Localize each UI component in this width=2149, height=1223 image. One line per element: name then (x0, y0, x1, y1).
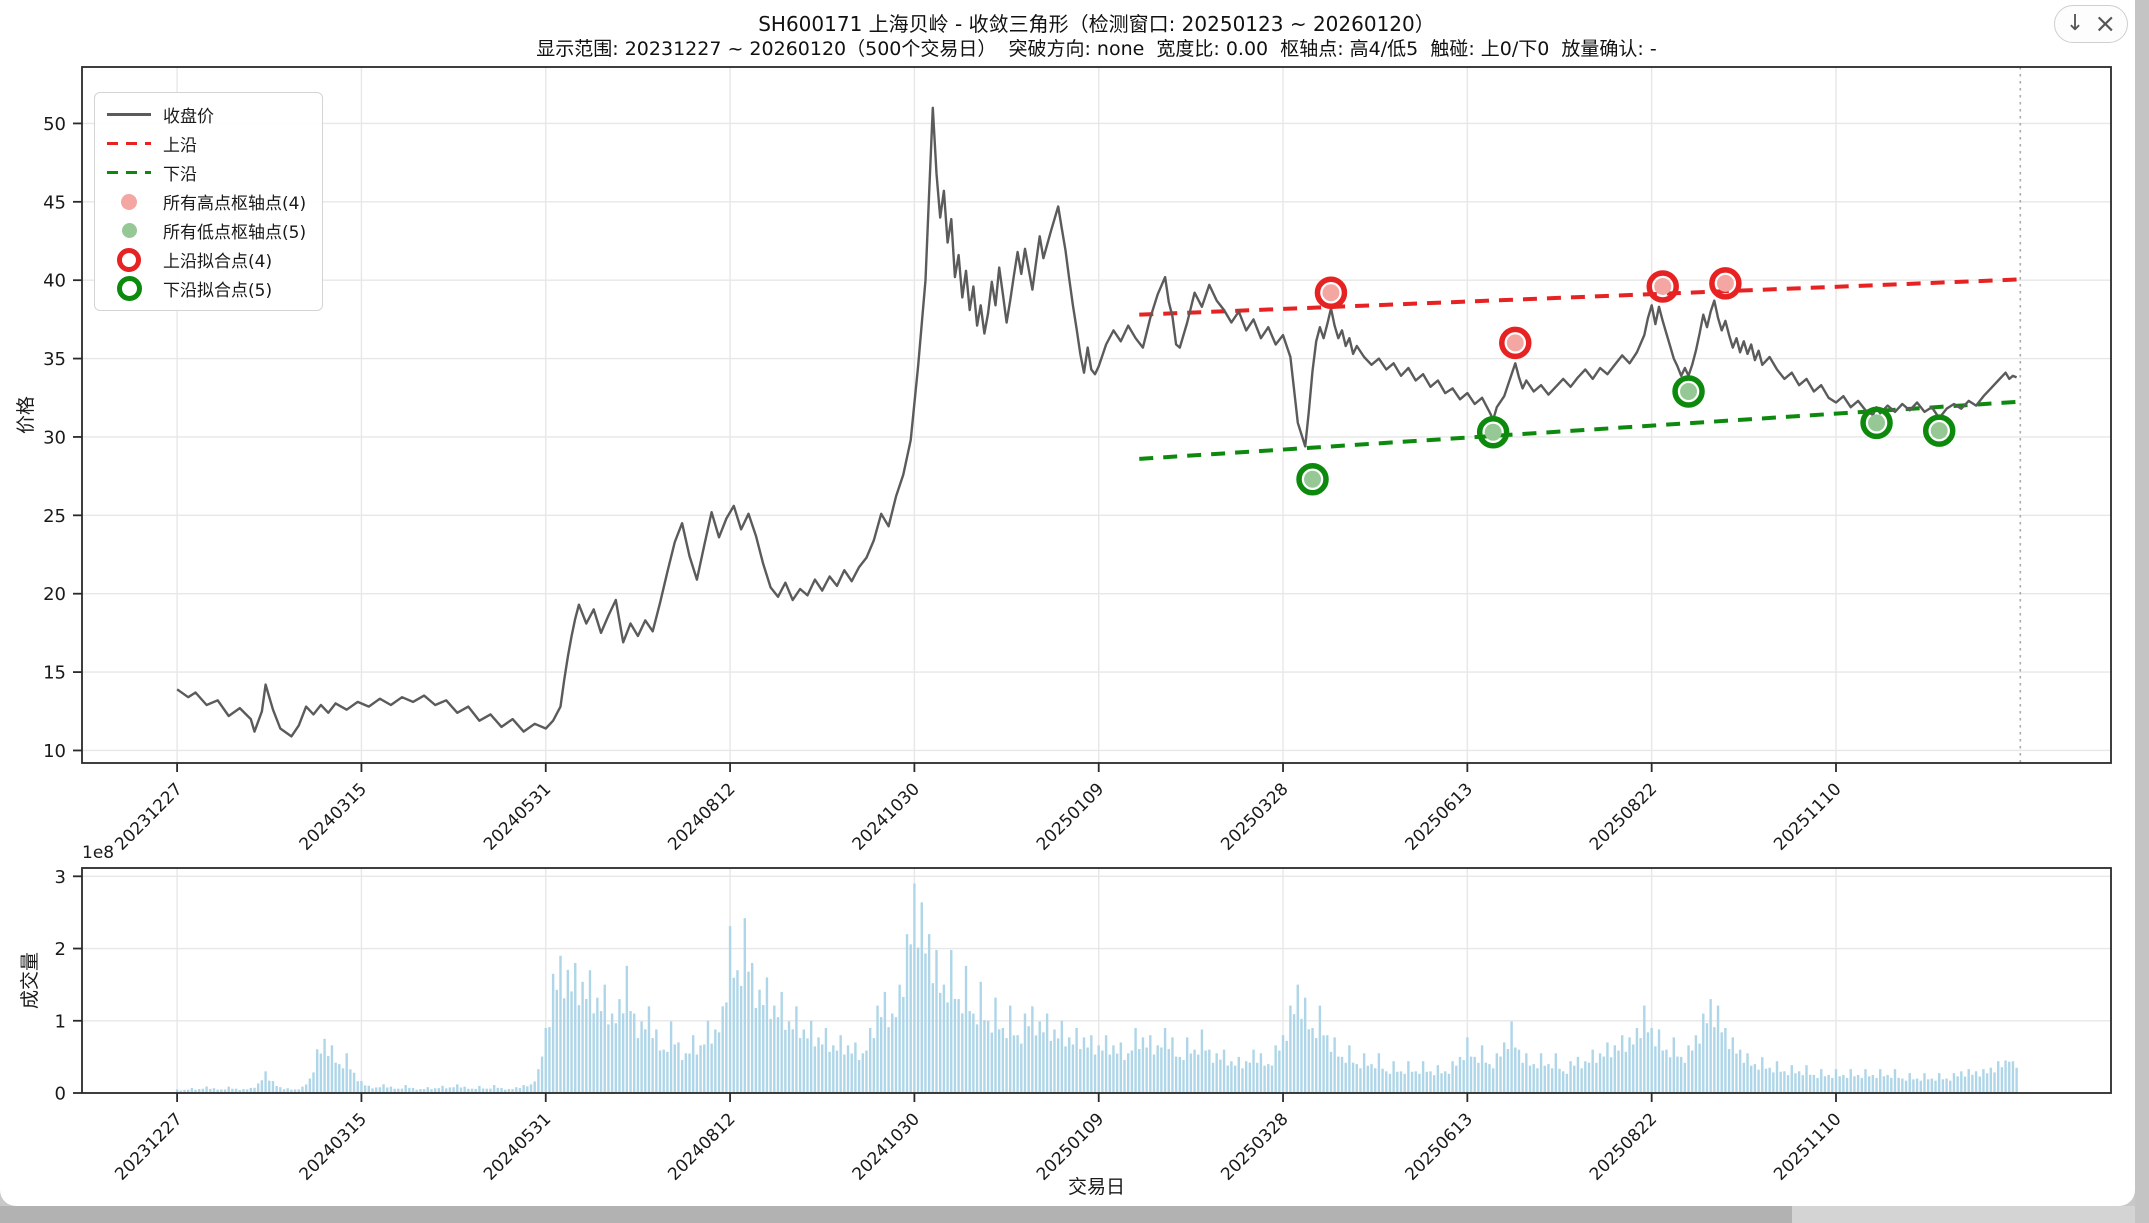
svg-text:35: 35 (43, 349, 66, 370)
volume-bars (175, 883, 2018, 1093)
lower-fit-ring-swatch (105, 276, 153, 301)
x-tick-labels: 20231227 20240315 20240531 20240812 20241030… (111, 763, 1846, 855)
vertical-scrollbar[interactable] (2135, 0, 2149, 1223)
pivot-low-dot (1930, 422, 1948, 440)
lower-fit-ring (1672, 375, 1705, 408)
legend-item-lower-fit: 下沿拟合点(5) (105, 275, 306, 302)
svg-text:20250109: 20250109 (1033, 779, 1108, 854)
svg-text:20250109: 20250109 (1033, 1109, 1108, 1184)
axes-frame (81, 867, 2112, 1094)
pivot-low-dot (1484, 423, 1502, 441)
svg-text:3: 3 (55, 867, 66, 888)
pivot-high-markers (1314, 267, 1742, 360)
y-tick-labels: 10 15 20 25 30 35 40 45 50 (43, 114, 82, 762)
lower-fit-ring (1860, 406, 1893, 440)
upper-fit-ring (1646, 270, 1679, 303)
svg-text:20250328: 20250328 (1217, 779, 1292, 854)
svg-text:1: 1 (55, 1011, 66, 1032)
window-controls: ↓ × (2054, 5, 2128, 43)
upper-fit-ring-swatch (105, 247, 153, 272)
svg-text:20250822: 20250822 (1586, 1109, 1661, 1184)
svg-text:20250613: 20250613 (1402, 779, 1477, 854)
svg-text:20231227: 20231227 (111, 779, 186, 854)
pivot-low-dot (1680, 382, 1698, 400)
svg-text:20240812: 20240812 (664, 779, 739, 854)
horizontal-scrollbar[interactable] (0, 1206, 2135, 1223)
upper-fit-ring (1709, 267, 1742, 300)
axes-frame (81, 66, 2112, 764)
svg-text:30: 30 (43, 427, 66, 448)
lower-trendline-swatch (105, 170, 153, 175)
svg-text:20240315: 20240315 (296, 779, 371, 854)
legend-item-upper-fit: 上沿拟合点(4) (105, 246, 306, 273)
pivot-high-dot (1654, 277, 1672, 295)
price-line (176, 106, 2018, 738)
upper-trendline-swatch (105, 141, 153, 146)
legend-item-upper: 上沿 (105, 130, 306, 157)
svg-text:20250613: 20250613 (1402, 1109, 1477, 1184)
svg-text:20250328: 20250328 (1217, 1109, 1292, 1184)
legend-box: 收盘价 上沿 下沿 所有高点枢轴点(4) 所有低点枢轴点(5) 上沿拟合点(4) (94, 92, 324, 311)
close-icon[interactable]: × (2094, 9, 2117, 39)
svg-text:0: 0 (55, 1084, 66, 1105)
pivot-high-dot (1506, 334, 1524, 352)
svg-text:20250822: 20250822 (1586, 779, 1661, 854)
horizontal-scrollbar-thumb[interactable] (0, 1206, 1792, 1223)
lower-fit-ring (1476, 415, 1510, 449)
close-line-swatch (105, 113, 153, 116)
svg-text:20251110: 20251110 (1770, 779, 1845, 854)
gridlines (82, 67, 2111, 763)
svg-text:20240315: 20240315 (296, 1109, 371, 1184)
volume-axis-label: 成交量 (19, 952, 41, 1009)
y-tick-labels: 0 1 2 3 (55, 867, 82, 1105)
upper-fit-ring (1314, 276, 1348, 309)
svg-text:20240812: 20240812 (664, 1109, 739, 1184)
lower-fit-ring (1922, 414, 1956, 447)
x-tick-labels: 20231227 20240315 20240531 20240812 20241030… (111, 1093, 1846, 1185)
svg-text:20240531: 20240531 (480, 1109, 555, 1184)
svg-text:25: 25 (43, 506, 66, 527)
pivot-low-dot (1304, 470, 1322, 488)
gridlines (82, 868, 2111, 1094)
lower-fit-ring (1296, 463, 1329, 496)
pivot-low-markers (1296, 375, 1956, 496)
download-icon[interactable]: ↓ (2065, 11, 2085, 36)
pivot-low-dot-swatch (105, 223, 153, 238)
svg-text:15: 15 (43, 663, 66, 684)
svg-text:20251110: 20251110 (1770, 1109, 1845, 1184)
legend-item-lower: 下沿 (105, 159, 306, 186)
volume-offset-label: 1e8 (82, 843, 114, 863)
pivot-low-dot (1868, 414, 1886, 432)
svg-text:20241030: 20241030 (849, 1109, 924, 1184)
legend-item-pivot-high: 所有高点枢轴点(4) (105, 188, 306, 215)
legend-item-close: 收盘价 (105, 101, 306, 128)
figure-title: SH600171 上海贝岭 - 收敛三角形（检测窗口: 20250123 ~ 2… (758, 12, 1435, 36)
svg-text:2: 2 (55, 939, 66, 960)
lower-trendline (1139, 399, 2021, 461)
upper-trendline (1139, 277, 2021, 317)
svg-text:10: 10 (43, 741, 66, 762)
pivot-high-dot (1322, 284, 1340, 302)
svg-text:50: 50 (43, 114, 66, 135)
figure-subtitle: 显示范围: 20231227 ~ 20260120（500个交易日） 突破方向:… (536, 38, 1657, 60)
pivot-high-dot-swatch (105, 193, 153, 210)
svg-text:20240531: 20240531 (480, 779, 555, 854)
upper-fit-ring (1499, 326, 1532, 360)
svg-text:20: 20 (43, 584, 66, 605)
price-axis-label: 价格 (15, 396, 37, 434)
svg-text:20241030: 20241030 (849, 779, 924, 854)
svg-text:20231227: 20231227 (111, 1109, 186, 1184)
x-axis-label: 交易日 (1068, 1176, 1125, 1198)
svg-text:45: 45 (43, 192, 66, 213)
svg-text:40: 40 (43, 271, 66, 292)
figure-panel: SH600171 上海贝岭 - 收敛三角形（检测窗口: 20250123 ~ 2… (0, 0, 2135, 1206)
pivot-high-dot (1716, 274, 1734, 292)
legend-item-pivot-low: 所有低点枢轴点(5) (105, 217, 306, 244)
